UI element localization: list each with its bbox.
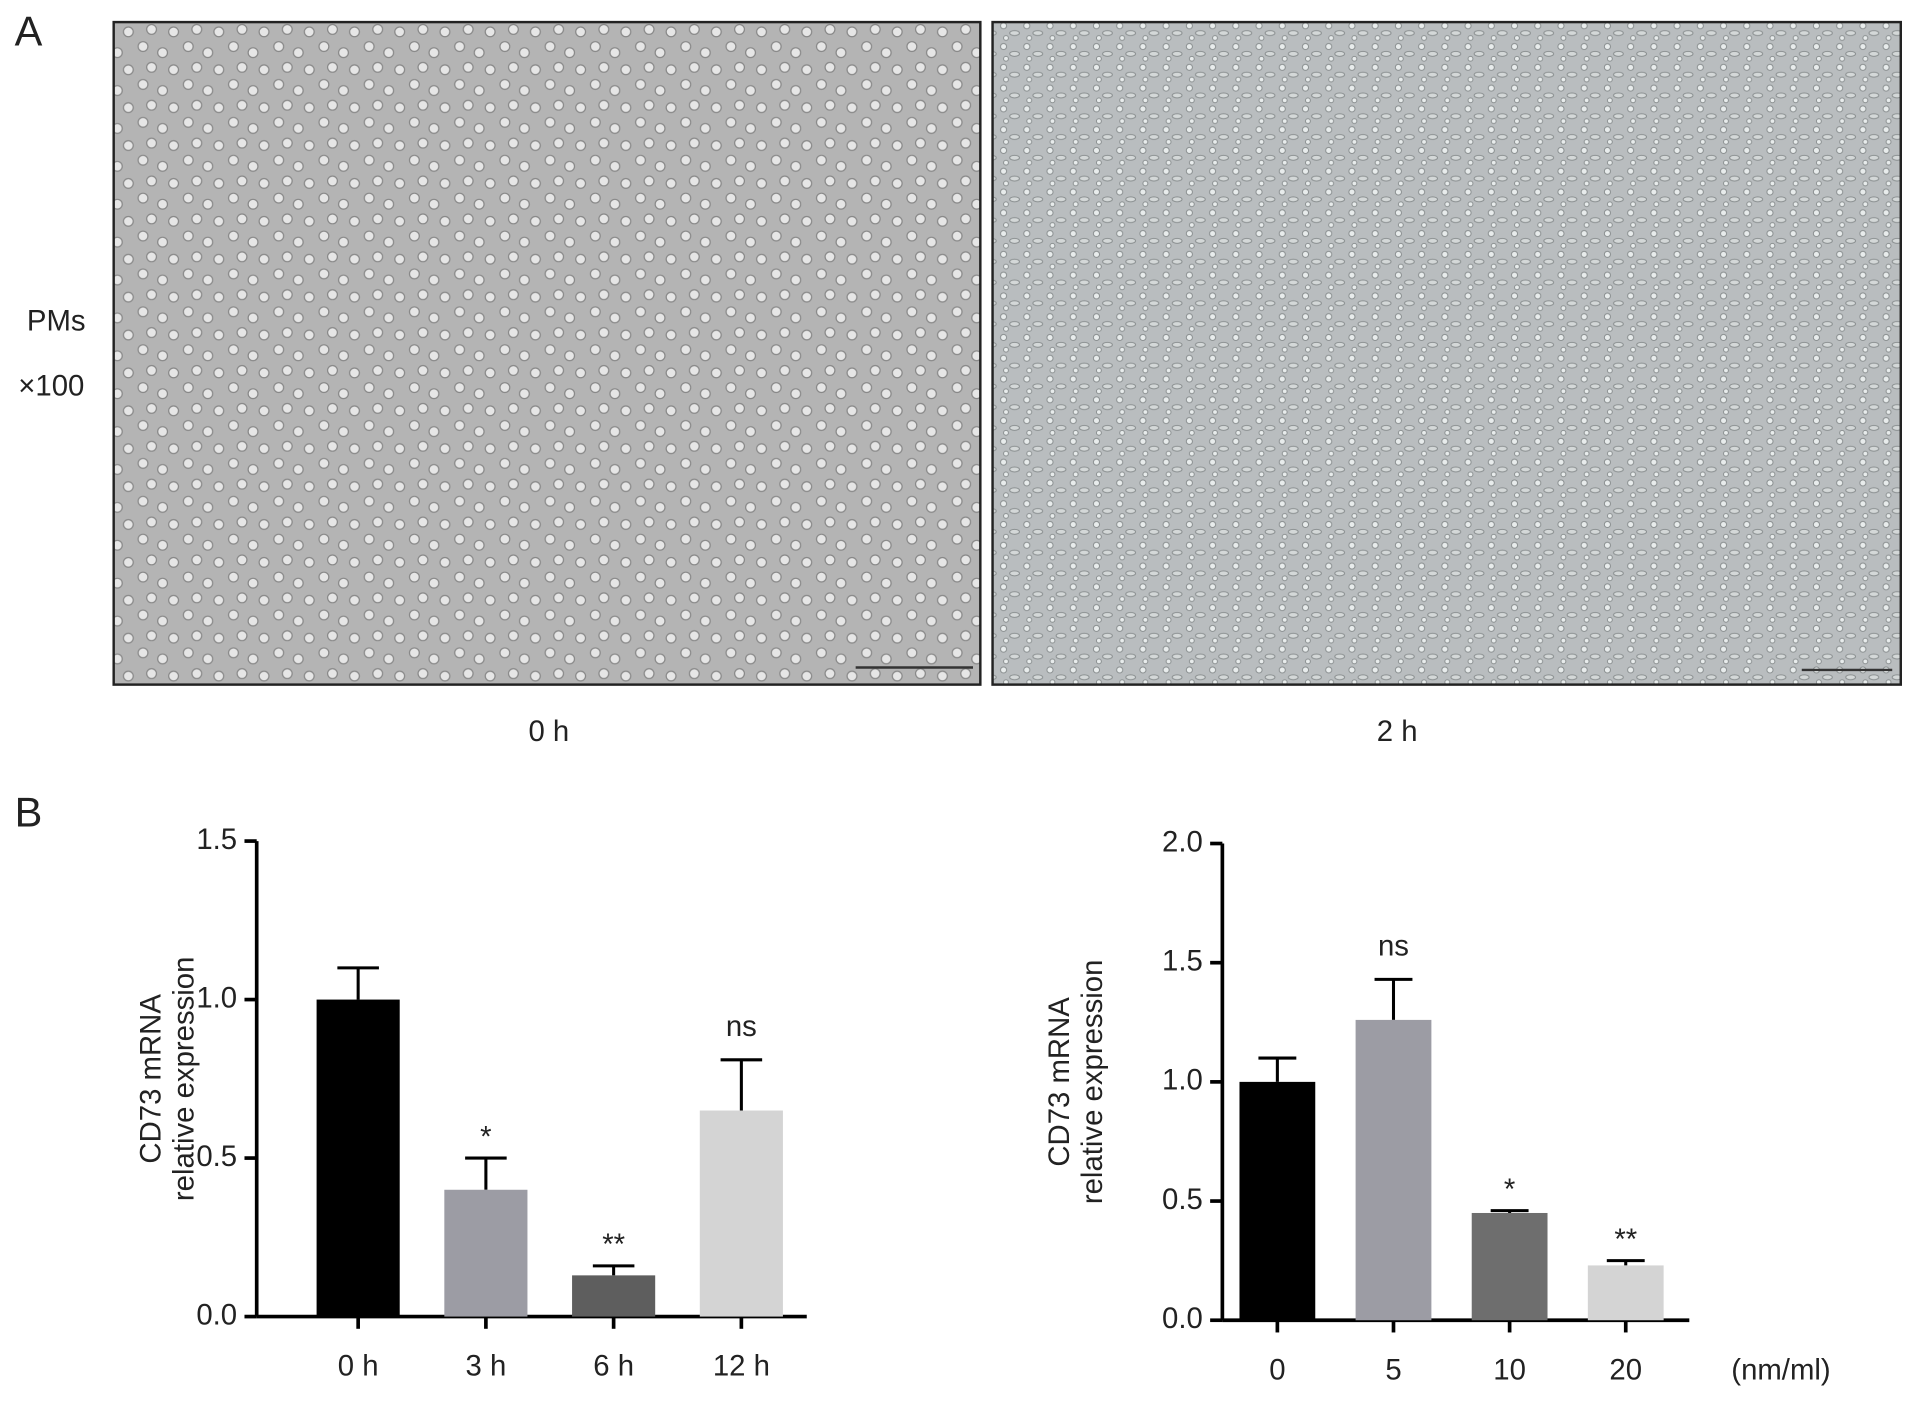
x-tick-label: 6 h (593, 1350, 634, 1383)
x-tick-label: 5 (1385, 1353, 1401, 1386)
x-tick-label: 10 (1493, 1353, 1526, 1386)
panel-label: A (15, 7, 43, 54)
y-tick-label: 1.5 (196, 823, 237, 856)
bar (1355, 1019, 1432, 1321)
y-tick-label: 0.0 (1162, 1302, 1203, 1335)
bar (316, 999, 400, 1317)
significance-label: ns (1378, 929, 1409, 962)
y-axis-label: relative expression (1076, 960, 1109, 1205)
bar (1471, 1212, 1548, 1321)
bar (1239, 1081, 1316, 1321)
x-tick-label: 0 (1269, 1353, 1285, 1386)
significance-label: * (480, 1120, 491, 1153)
panel-label: B (15, 788, 43, 835)
y-tick-label: 0.0 (196, 1298, 237, 1331)
y-tick-label: 1.0 (1162, 1064, 1203, 1097)
row-label: ×100 (18, 369, 84, 402)
image-caption: 2 h (1377, 715, 1418, 748)
x-tick-label: 3 h (465, 1350, 506, 1383)
image-caption: 0 h (528, 715, 569, 748)
y-tick-label: 1.0 (196, 981, 237, 1014)
x-tick-label: 0 h (338, 1350, 379, 1383)
significance-label: ns (726, 1010, 757, 1043)
y-tick-label: 1.5 (1162, 944, 1203, 977)
bar (572, 1275, 656, 1317)
micrograph (112, 20, 982, 686)
y-tick-label: 2.0 (1162, 825, 1203, 858)
micrograph (991, 20, 1902, 686)
significance-label: ** (602, 1228, 625, 1261)
x-tick-label: 12 h (713, 1350, 770, 1383)
bar (444, 1189, 528, 1317)
significance-label: ** (1614, 1223, 1637, 1256)
bar (1587, 1265, 1664, 1321)
y-axis-label: relative expression (168, 957, 201, 1202)
y-axis-label: CD73 mRNA (135, 994, 168, 1164)
y-tick-label: 0.5 (1162, 1183, 1203, 1216)
significance-label: * (1504, 1173, 1515, 1206)
y-axis-label: CD73 mRNA (1043, 997, 1076, 1167)
bar (699, 1110, 783, 1317)
y-tick-label: 0.5 (196, 1140, 237, 1173)
x-axis-label: (nm/ml) (1731, 1353, 1830, 1386)
x-tick-label: 20 (1609, 1353, 1642, 1386)
row-label: PMs (27, 305, 86, 338)
